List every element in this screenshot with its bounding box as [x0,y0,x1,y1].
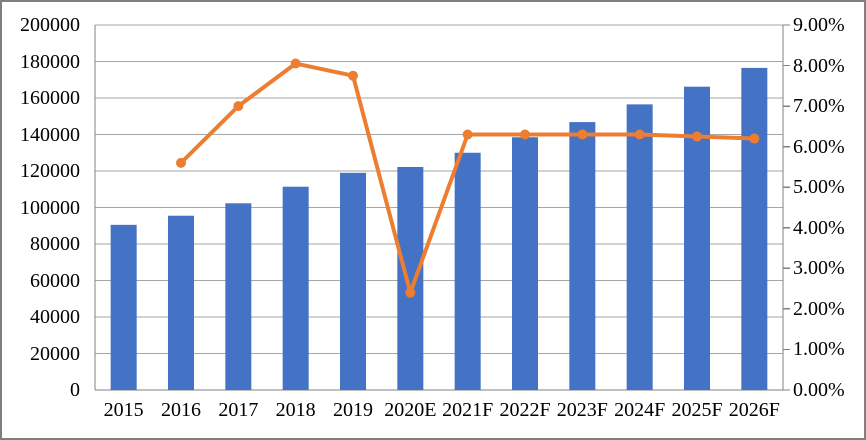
bar-2021F [454,152,481,390]
x-axis-label-2016: 2016 [161,399,201,421]
bar-2020E [397,166,424,390]
line-marker-2022F [520,129,530,140]
line-marker-2021F [462,129,473,140]
x-axis-label-2021F: 2021F [442,399,494,421]
line-marker-2023F [577,129,588,140]
right-axis-label: 6.00% [793,135,845,158]
bar-2026F [741,67,768,390]
right-axis-label: 3.00% [793,257,845,280]
bar-2024F [626,104,653,390]
line-marker-2025F [692,131,702,142]
left-axis-label: 40000 [30,306,80,328]
bar-2017 [225,203,252,390]
right-axis-label: 2.00% [793,297,845,320]
line-marker-2019 [348,70,358,81]
bar-2016 [168,215,194,390]
x-axis-label-2025F: 2025F [671,399,723,421]
line-marker-2026F [749,133,760,144]
x-axis-label-2020E: 2020E [384,399,437,421]
x-axis-label-2015: 2015 [103,399,144,421]
left-axis-label: 0 [70,379,80,401]
line-marker-2024F [634,129,645,140]
left-axis-label: 100000 [20,196,80,219]
right-axis-label: 7.00% [793,95,845,118]
right-axis-label: 1.00% [793,338,845,361]
x-axis-label-2022F: 2022F [499,399,551,421]
left-axis-label: 80000 [30,233,80,255]
bar-2015 [110,224,137,390]
right-axis-label: 8.00% [793,54,845,77]
left-axis-label: 200000 [20,14,80,36]
right-axis-label: 9.00% [793,14,845,36]
x-axis-label-2017: 2017 [218,399,259,421]
right-axis-label: 5.00% [793,176,845,199]
left-axis-label: 120000 [20,160,80,182]
x-axis-label-2019: 2019 [333,399,373,421]
line-marker-2016 [176,157,186,168]
line-marker-2018 [290,58,301,69]
x-axis-label-2026F: 2026F [728,399,780,421]
left-axis-label: 140000 [20,123,80,146]
left-axis-label: 160000 [20,87,80,109]
x-axis-label-2024F: 2024F [614,399,666,421]
left-axis-label: 60000 [30,269,80,292]
line-marker-2017 [233,101,244,112]
bar-2019 [340,172,366,390]
bar-2023F [569,122,596,390]
bar-2018 [282,186,309,390]
x-axis-label-2023F: 2023F [556,399,608,421]
x-axis-label-2018: 2018 [275,399,316,421]
left-axis-label: 20000 [30,342,80,365]
left-axis-label: 180000 [20,50,80,73]
bar-2022F [512,137,538,390]
line-marker-2020E [405,287,416,298]
right-axis-label: 4.00% [793,216,845,239]
right-axis-label: 0.00% [793,379,845,401]
